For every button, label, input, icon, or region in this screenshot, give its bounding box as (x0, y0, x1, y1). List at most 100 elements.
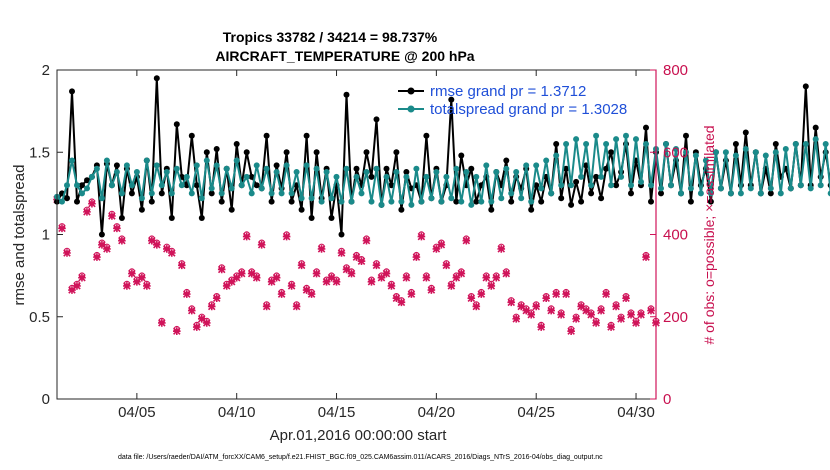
obs-assimilated-marker (442, 261, 451, 270)
obs-assimilated-marker (587, 310, 595, 319)
obs-assimilated-marker (492, 273, 501, 282)
data-point-rmse (568, 201, 575, 208)
data-point-rmse (343, 91, 350, 98)
data-point-totalspread (702, 157, 709, 164)
data-point-totalspread (268, 190, 275, 197)
data-point-rmse (283, 149, 290, 156)
obs-assimilated-marker (402, 273, 411, 282)
data-point-rmse (79, 182, 85, 189)
obs-assimilated-marker (103, 245, 111, 253)
x-tick-label: 04/30 (617, 404, 655, 421)
data-point-rmse (658, 190, 664, 197)
data-point-totalspread (568, 182, 575, 189)
obs-assimilated-marker (232, 273, 241, 282)
data-point-totalspread (608, 182, 615, 189)
data-point-totalspread (288, 190, 295, 197)
obs-assimilated-marker (98, 240, 106, 249)
legend-spread-marker (407, 105, 415, 113)
obs-assimilated-marker (532, 302, 540, 311)
data-point-totalspread (178, 182, 185, 189)
data-point-rmse (588, 190, 595, 197)
data-point-totalspread (318, 198, 325, 205)
data-point-totalspread (373, 165, 380, 172)
data-point-totalspread (188, 190, 195, 197)
data-point-totalspread (84, 185, 90, 192)
data-point-rmse (218, 198, 225, 205)
data-point-rmse (328, 215, 335, 221)
obs-assimilated-marker (272, 273, 281, 282)
obs-assimilated-marker (317, 245, 326, 253)
data-point-rmse (308, 215, 315, 221)
legend-rmse-label: rmse grand pr = 1.3712 (430, 83, 586, 100)
data-point-totalspread (633, 136, 639, 143)
obs-assimilated-marker (522, 306, 531, 315)
obs-assimilated-marker (118, 236, 126, 245)
data-point-totalspread (712, 149, 719, 156)
data-point-rmse (488, 206, 495, 213)
data-point-rmse (268, 198, 275, 205)
data-point-totalspread (138, 195, 145, 202)
data-point-totalspread (253, 162, 260, 169)
data-point-totalspread (338, 198, 345, 205)
obs-assimilated-marker (382, 269, 391, 278)
plot-background (57, 70, 656, 399)
obs-assimilated-marker (572, 315, 580, 323)
obs-assimilated-marker (557, 310, 565, 319)
obs-assimilated-marker (113, 224, 121, 233)
data-point-totalspread (358, 190, 365, 197)
obs-assimilated-marker (202, 319, 211, 327)
obs-assimilated-marker (612, 302, 620, 311)
obs-assimilated-marker (547, 306, 555, 315)
obs-assimilated-marker (452, 273, 461, 282)
data-point-totalspread (263, 165, 270, 172)
data-point-totalspread (822, 141, 829, 147)
obs-assimilated-marker (512, 315, 521, 323)
obs-assimilated-marker (217, 265, 226, 274)
data-point-totalspread (108, 182, 115, 189)
y-tick-label: 0.5 (29, 309, 50, 326)
data-point-rmse (213, 146, 220, 152)
obs-assimilated-marker (83, 208, 91, 216)
data-point-rmse (363, 149, 370, 156)
data-point-totalspread (648, 182, 654, 189)
data-point-rmse (503, 157, 510, 164)
obs-assimilated-marker (237, 269, 246, 278)
data-point-totalspread (523, 162, 530, 169)
data-point-rmse (458, 152, 465, 159)
obs-assimilated-marker (502, 269, 511, 278)
data-point-totalspread (273, 169, 280, 175)
obs-assimilated-marker (148, 236, 156, 245)
data-point-rmse (558, 195, 565, 202)
data-point-totalspread (787, 185, 794, 192)
data-point-rmse (203, 149, 210, 156)
data-point-totalspread (503, 165, 510, 172)
obs-assimilated-marker (247, 269, 256, 278)
data-point-rmse (453, 198, 460, 205)
footnote: data file: /Users/raeder/DAI/ATM_forcXX/… (118, 454, 603, 461)
data-point-rmse (578, 198, 585, 205)
y-right-tick-label: 200 (663, 309, 688, 326)
data-point-totalspread (418, 198, 425, 205)
data-point-totalspread (438, 198, 445, 205)
data-point-totalspread (308, 195, 315, 202)
data-point-rmse (687, 198, 694, 205)
obs-assimilated-marker (367, 277, 376, 286)
y-right-tick-label: 600 (663, 144, 688, 161)
obs-assimilated-marker (602, 290, 610, 298)
data-point-rmse (598, 195, 605, 202)
data-point-totalspread (493, 169, 500, 175)
data-point-totalspread (88, 173, 95, 180)
obs-assimilated-marker (282, 232, 291, 241)
data-point-totalspread (598, 173, 605, 180)
obs-assimilated-marker (267, 277, 276, 286)
data-point-totalspread (158, 182, 165, 189)
data-point-rmse (98, 231, 105, 238)
data-point-totalspread (233, 157, 240, 164)
obs-assimilated-marker (487, 282, 496, 290)
obs-assimilated-marker (227, 277, 236, 286)
data-point-totalspread (543, 157, 550, 164)
data-point-totalspread (747, 185, 754, 192)
y-right-tick-label: 800 (663, 62, 688, 79)
data-point-rmse (233, 141, 240, 147)
data-point-totalspread (433, 169, 440, 175)
